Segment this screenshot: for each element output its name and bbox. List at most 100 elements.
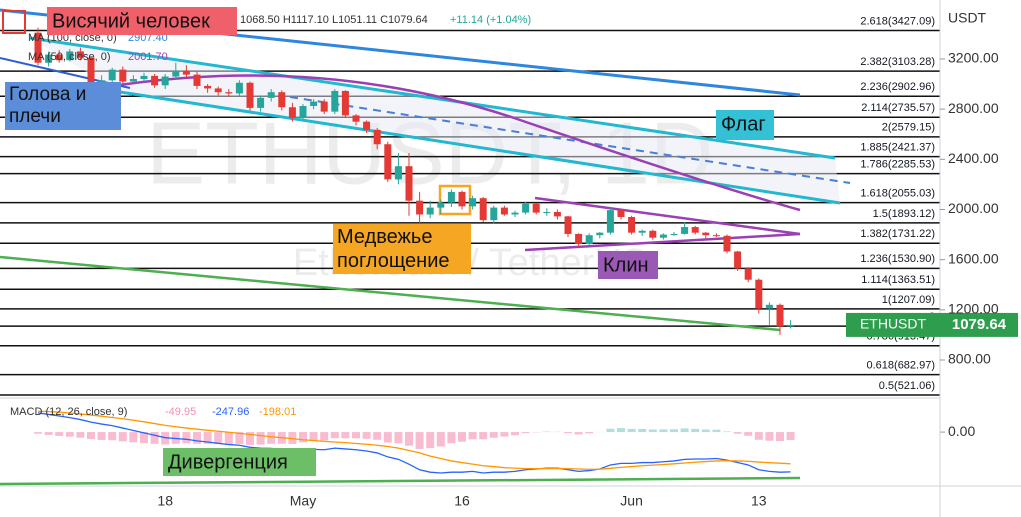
macd-histogram bbox=[320, 432, 329, 441]
macd-histogram bbox=[648, 429, 657, 433]
macd-histogram bbox=[638, 428, 647, 433]
annotation: Флаг bbox=[721, 113, 766, 135]
macd-histogram bbox=[214, 432, 223, 445]
macd-histogram bbox=[383, 432, 392, 443]
y-tick-label: 2400.00 bbox=[948, 150, 999, 166]
macd-histogram bbox=[394, 432, 403, 444]
macd-histogram bbox=[140, 432, 148, 444]
candle-body bbox=[87, 57, 95, 84]
y-tick-label: 1200.00 bbox=[948, 301, 999, 317]
candle-body bbox=[649, 230, 657, 238]
macd-histogram bbox=[309, 432, 318, 441]
candle-body bbox=[532, 203, 540, 213]
macd-histogram bbox=[44, 432, 53, 435]
macd-histogram bbox=[733, 432, 742, 434]
candle-body bbox=[723, 235, 731, 252]
candle-body bbox=[352, 115, 360, 122]
macd-histogram bbox=[585, 432, 594, 434]
macd-histogram bbox=[754, 432, 763, 440]
candles bbox=[34, 27, 795, 335]
candle-body bbox=[161, 76, 169, 86]
x-tick-label: Jun bbox=[620, 493, 643, 509]
macd-histogram bbox=[489, 432, 498, 438]
hanging-box bbox=[2, 10, 26, 34]
candle-body bbox=[458, 191, 466, 207]
macd-histogram bbox=[659, 429, 668, 433]
candle-body bbox=[299, 105, 307, 118]
fib-label: 1.786(2285.53) bbox=[860, 159, 935, 171]
candle-body bbox=[140, 75, 148, 80]
y-tick-label: 2000.00 bbox=[948, 200, 999, 216]
macd-histogram bbox=[203, 432, 212, 444]
support-line bbox=[0, 255, 781, 332]
macd-histogram bbox=[34, 432, 42, 434]
candle-body bbox=[543, 211, 551, 213]
fib-label: 2(2579.15) bbox=[882, 122, 935, 134]
macd-histogram bbox=[468, 432, 477, 440]
macd-line bbox=[37, 412, 791, 474]
candle-body bbox=[553, 211, 561, 217]
channel-mid bbox=[289, 96, 851, 184]
candle-body bbox=[66, 51, 74, 61]
macd-histogram bbox=[723, 431, 731, 433]
ma50-label: MA (50, close, 0) bbox=[28, 51, 111, 63]
macd-histogram bbox=[511, 432, 519, 436]
macd-histogram bbox=[627, 428, 636, 433]
fib-label: 0.618(682.97) bbox=[867, 360, 936, 372]
macd-histogram bbox=[118, 432, 127, 442]
fib-label: 2.382(3103.28) bbox=[860, 56, 935, 68]
macd-histogram bbox=[373, 432, 382, 440]
candle-body bbox=[246, 82, 254, 108]
fib-label: 1.618(2055.03) bbox=[860, 187, 935, 199]
candle-body bbox=[129, 79, 137, 82]
macd-histogram bbox=[65, 432, 74, 437]
change: +11.14 (+1.04%) bbox=[450, 14, 531, 26]
fib-label: 1.114(1363.51) bbox=[861, 274, 935, 286]
candle-body bbox=[257, 97, 265, 108]
candle-body bbox=[755, 279, 763, 309]
annotation: Висячий человек bbox=[52, 10, 210, 32]
candle-body bbox=[628, 216, 636, 233]
channel-upper bbox=[29, 36, 836, 160]
candle-body bbox=[596, 232, 604, 236]
macd-histogram bbox=[786, 432, 795, 441]
annotations: Висячий человек Голова и плечи Флаг Медв… bbox=[5, 7, 774, 476]
macd-histogram bbox=[193, 432, 201, 444]
candle-body bbox=[638, 230, 646, 233]
fib-label: 1.5(1893.12) bbox=[873, 208, 935, 220]
candle-body bbox=[500, 207, 508, 215]
fib-label: 1(1207.09) bbox=[882, 294, 935, 306]
candle-body bbox=[310, 101, 318, 106]
macd-histogram bbox=[680, 428, 689, 433]
candle-body bbox=[712, 235, 720, 237]
annotation-wrap: Медвежье поглощение bbox=[337, 226, 450, 272]
macd-title: MACD (12, 26, close, 9) bbox=[10, 406, 127, 418]
channel-lower bbox=[119, 90, 841, 205]
x-tick-label: 18 bbox=[157, 493, 173, 509]
candle-body bbox=[119, 69, 127, 82]
macd-histogram bbox=[744, 432, 753, 436]
candle-body bbox=[606, 210, 614, 233]
candle-body bbox=[288, 107, 296, 118]
macd-histogram bbox=[691, 428, 700, 433]
macd-histogram bbox=[564, 432, 572, 434]
candle-body bbox=[776, 304, 784, 327]
candle-body bbox=[214, 88, 222, 93]
price-tag-label: 1079.64 bbox=[952, 316, 1007, 333]
candle-body bbox=[182, 70, 190, 75]
macd-histogram bbox=[267, 432, 276, 444]
macd-histogram bbox=[447, 432, 456, 444]
candle-body bbox=[363, 121, 371, 130]
macd-histogram bbox=[776, 432, 784, 442]
price-tags: ETHUSDT 1079.64 bbox=[846, 312, 1018, 337]
candle-body bbox=[659, 234, 667, 238]
macd-histogram bbox=[479, 432, 488, 440]
macd-histogram bbox=[426, 432, 435, 449]
ma50-value: 2001.70 bbox=[128, 51, 168, 63]
macd-histogram bbox=[97, 432, 106, 440]
candle-body bbox=[320, 101, 328, 112]
y-tick-label: 800.00 bbox=[948, 351, 991, 367]
candle-body bbox=[617, 210, 625, 217]
candle-body bbox=[469, 198, 477, 207]
y-tick-label: 2800.00 bbox=[948, 100, 999, 116]
